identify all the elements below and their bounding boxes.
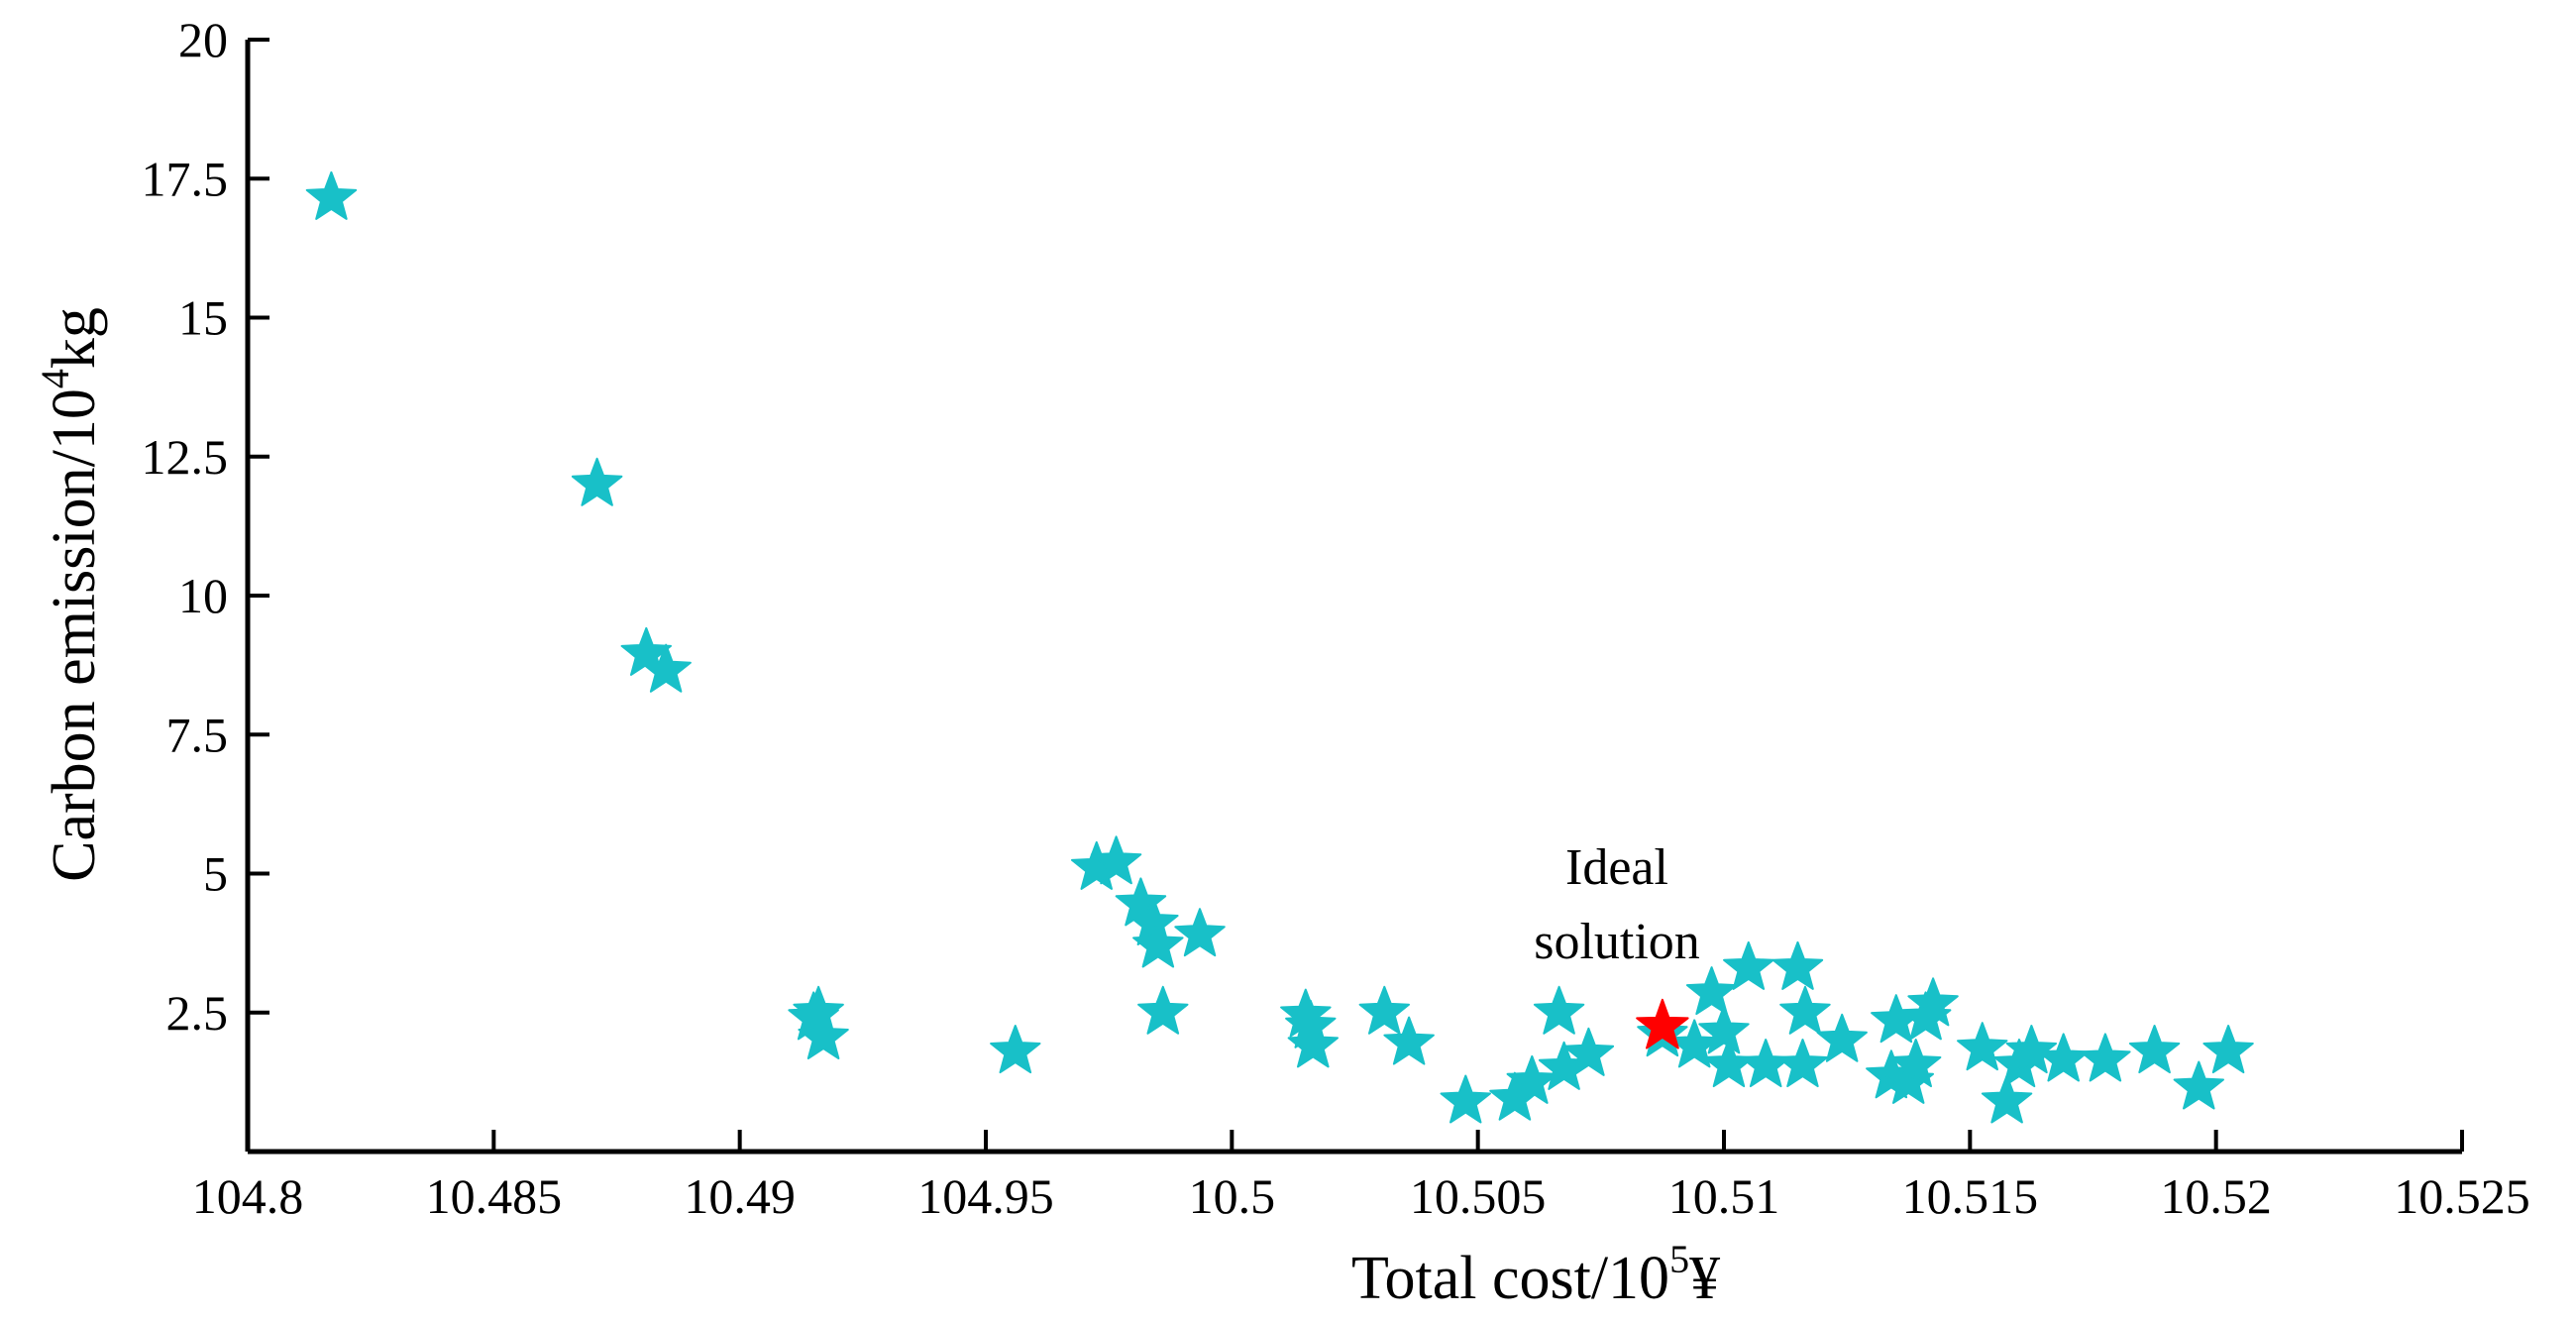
scatter-point <box>2128 1025 2181 1074</box>
scatter-point <box>1698 1005 1750 1054</box>
scatter-point <box>2202 1025 2254 1074</box>
annotation-line-1: Ideal <box>1565 839 1668 896</box>
scatter-point <box>1740 1039 1791 1088</box>
annotation-line-2: solution <box>1534 914 1700 970</box>
y-tick-label: 5 <box>203 846 228 902</box>
scatter-point <box>1383 1016 1435 1065</box>
y-tick-label: 12.5 <box>142 429 229 485</box>
scatter-point <box>798 1011 849 1059</box>
y-axis-title-superscript: 4 <box>33 369 77 388</box>
x-tick-label: 10.515 <box>1902 1168 2039 1224</box>
scatter-point <box>1816 1013 1868 1062</box>
scatter-point <box>1174 908 1226 957</box>
scatter-point <box>1090 835 1142 885</box>
scatter-point <box>1440 1074 1491 1124</box>
scatter-point <box>2038 1033 2090 1082</box>
x-tick-label: 10.51 <box>1668 1168 1780 1224</box>
x-axis-title-unit: ¥ <box>1689 1245 1720 1312</box>
x-tick-label: 10.485 <box>426 1168 563 1224</box>
scatter-point <box>1562 1027 1615 1076</box>
y-tick-label: 20 <box>178 12 228 67</box>
scatter-point <box>1776 1039 1829 1088</box>
x-tick-label: 10.525 <box>2394 1168 2530 1224</box>
scatter-point <box>305 170 358 220</box>
scatter-point <box>1685 966 1738 1016</box>
x-tick-label: 10.5 <box>1189 1168 1276 1224</box>
scatter-point <box>571 457 623 506</box>
y-tick-label: 15 <box>178 290 228 346</box>
scatter-point <box>990 1025 1041 1074</box>
x-tick-label: 104.8 <box>192 1168 304 1224</box>
scatter-point <box>1771 940 1824 990</box>
data-points <box>305 170 2254 1124</box>
x-tick-label: 10.49 <box>684 1168 796 1224</box>
x-axis-title: Total cost/105¥ <box>1351 1237 1720 1312</box>
scatter-point <box>1506 1054 1557 1104</box>
scatter-point <box>1890 1039 1942 1088</box>
scatter-point <box>1533 985 1585 1035</box>
scatter-point <box>1287 1019 1339 1068</box>
scatter-point <box>1132 919 1184 968</box>
x-axis-title-superscript: 5 <box>1669 1237 1689 1281</box>
scatter-point <box>2005 1025 2058 1074</box>
y-axis-title-text: Carbon emission/10 <box>41 388 108 882</box>
x-tick-label: 10.505 <box>1410 1168 1547 1224</box>
scatter-point <box>1137 985 1189 1035</box>
y-tick-label: 7.5 <box>166 707 229 762</box>
x-tick-label: 104.95 <box>917 1168 1054 1224</box>
y-axis-ticks: 2.5 5 7.5 10 12.5 15 17.5 20 <box>142 12 269 1041</box>
scatter-point <box>2173 1060 2224 1110</box>
chart-axes <box>245 40 2462 1155</box>
y-axis-title-unit: kg <box>41 307 108 369</box>
ideal-solution-marker <box>1636 998 1689 1049</box>
y-tick-label: 10 <box>178 568 228 623</box>
y-tick-label: 17.5 <box>142 151 229 206</box>
y-axis-title: Carbon emission/104kg <box>33 307 108 882</box>
scatter-point <box>1907 977 1959 1027</box>
scatter-point <box>1957 1022 2008 1071</box>
scatter-point <box>1358 985 1410 1035</box>
scatter-point <box>2080 1033 2131 1082</box>
y-tick-label: 2.5 <box>166 985 229 1041</box>
x-tick-label: 10.52 <box>2160 1168 2272 1224</box>
scatter-point <box>640 643 692 693</box>
x-axis-ticks: 104.8 10.485 10.49 104.95 10.5 10.505 10.51 10.… <box>192 1130 2530 1224</box>
scatter-point <box>1723 940 1774 990</box>
ideal-solution-point <box>1636 998 1689 1049</box>
scatter-point <box>1779 985 1831 1035</box>
x-axis-title-text: Total cost/10 <box>1351 1245 1669 1312</box>
scatter-point <box>1981 1074 2033 1124</box>
